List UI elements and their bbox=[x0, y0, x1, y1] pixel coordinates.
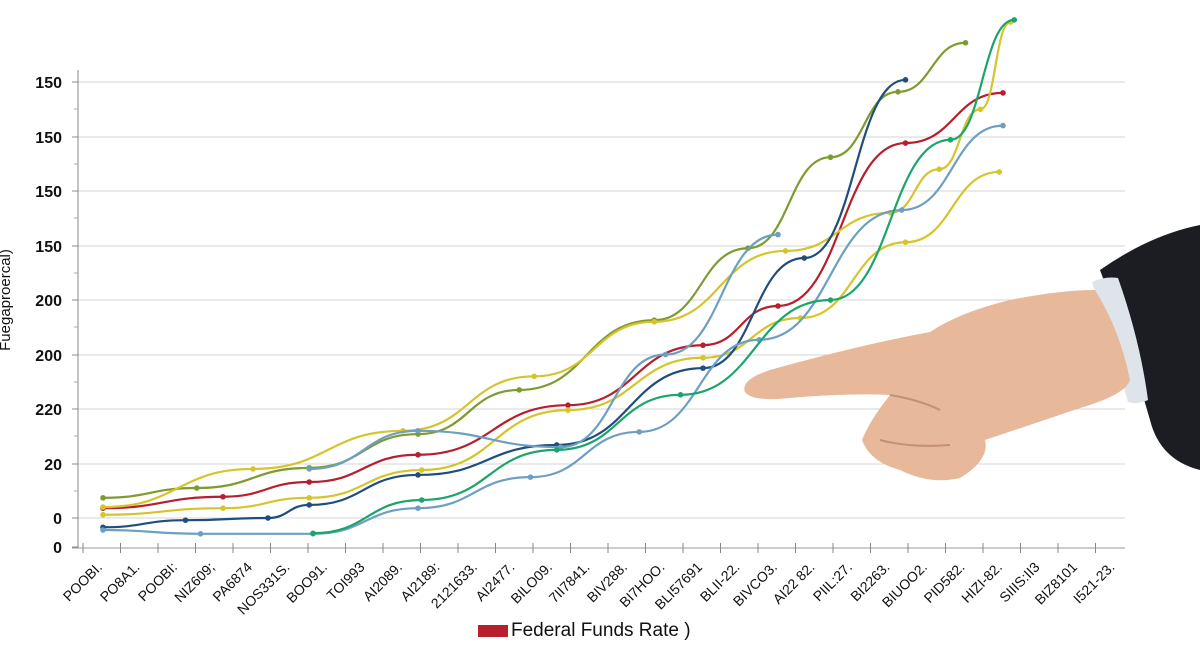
series-5-point bbox=[197, 531, 204, 537]
series-2-point bbox=[902, 239, 909, 246]
series-3-point bbox=[250, 466, 256, 472]
series-5-point bbox=[527, 474, 534, 480]
series-0-point bbox=[827, 154, 834, 161]
x-tick-label: BIZ8101 bbox=[1031, 559, 1080, 608]
series-1-point bbox=[1000, 90, 1006, 96]
x-tick-label: AI2089. bbox=[360, 559, 405, 604]
series-7-point bbox=[947, 136, 954, 143]
series-7-point bbox=[1011, 17, 1018, 23]
x-tick-label: BILO09. bbox=[507, 559, 555, 607]
finger-crease bbox=[879, 394, 951, 447]
series-1-point bbox=[902, 140, 909, 146]
series-3-point bbox=[936, 166, 943, 172]
y-tick-label: 150 bbox=[35, 75, 62, 92]
series-1-point bbox=[415, 451, 421, 458]
series-2-point bbox=[565, 407, 571, 413]
x-tick-label: HIZI-82. bbox=[958, 559, 1005, 606]
y-tick-label: 150 bbox=[35, 239, 62, 256]
series-4-point bbox=[415, 472, 421, 478]
series-1-point bbox=[565, 402, 571, 408]
series-6-point bbox=[306, 466, 313, 472]
series-2-point bbox=[306, 495, 313, 501]
x-tick-label: BOO91. bbox=[283, 559, 330, 606]
series-line-4 bbox=[102, 78, 906, 529]
series-3-point bbox=[782, 248, 789, 254]
x-tick-label: NIZ609; bbox=[171, 559, 218, 606]
series-3-point bbox=[651, 319, 658, 325]
series-2-point bbox=[100, 511, 106, 518]
series-7-point bbox=[418, 497, 425, 503]
grid bbox=[72, 81, 1125, 519]
y-tick-label: 150 bbox=[35, 184, 62, 201]
series-line-5 bbox=[102, 124, 1004, 535]
x-tick-label: PID582. bbox=[921, 559, 968, 606]
series-5-point bbox=[415, 505, 421, 511]
series-5-point bbox=[100, 527, 106, 533]
x-axis: POOBI.PO8A1.POOBI:NIZ609;PA6874NOS331S.B… bbox=[60, 543, 1125, 617]
series-line-0 bbox=[102, 41, 966, 499]
y-tick-label: 0 bbox=[53, 511, 62, 528]
series-line-6 bbox=[309, 233, 779, 471]
series-1-point bbox=[700, 342, 706, 349]
hand bbox=[744, 290, 1130, 481]
series-7-point bbox=[677, 392, 684, 398]
x-tick-label: TOI993 bbox=[323, 559, 367, 603]
series-4-point bbox=[700, 365, 706, 371]
series-4-point bbox=[182, 517, 189, 523]
series-group bbox=[100, 17, 1018, 537]
series-7-point bbox=[310, 530, 316, 537]
series-line-3 bbox=[102, 20, 1011, 509]
series-6-point bbox=[775, 231, 781, 238]
y-axis-label: Fuegaproercal) bbox=[0, 249, 14, 351]
series-3-point bbox=[531, 373, 538, 380]
series-1-point bbox=[775, 303, 781, 309]
series-5-point bbox=[636, 429, 643, 435]
series-7-point bbox=[827, 297, 834, 303]
series-line-1 bbox=[102, 91, 1004, 510]
series-2-point bbox=[996, 169, 1003, 175]
suit-sleeve bbox=[1100, 225, 1200, 470]
x-tick-label: PO8A1. bbox=[97, 559, 143, 605]
series-0-point bbox=[100, 495, 106, 501]
series-2-point bbox=[418, 467, 425, 473]
x-tick-label: I521-23. bbox=[1070, 559, 1118, 607]
series-0-point bbox=[193, 485, 200, 491]
series-0-point bbox=[895, 89, 901, 95]
y-tick-label: 200 bbox=[35, 348, 62, 365]
pointing-hand-image bbox=[744, 225, 1200, 481]
shirt-cuff bbox=[1092, 277, 1148, 404]
series-2-point bbox=[220, 505, 226, 511]
series-5-point bbox=[1000, 122, 1006, 129]
series-2-point bbox=[700, 354, 706, 361]
y-tick-label: 0 bbox=[53, 540, 62, 557]
y-tick-label: 150 bbox=[35, 130, 62, 147]
y-axis: 0 0 20 220 200 200 150 150 150 150 bbox=[35, 70, 79, 557]
series-4-point bbox=[265, 515, 271, 521]
y-tick-label: 20 bbox=[44, 457, 62, 474]
legend-swatch-federal-funds-rate bbox=[478, 625, 508, 637]
series-line-2 bbox=[102, 170, 1000, 516]
y-tick-label: 220 bbox=[35, 402, 62, 419]
series-4-point bbox=[801, 255, 808, 261]
series-3-point bbox=[100, 504, 106, 510]
series-4-point bbox=[902, 77, 909, 83]
series-1-point bbox=[220, 493, 226, 500]
y-tick-label: 200 bbox=[35, 293, 62, 310]
series-4-point bbox=[306, 502, 313, 508]
series-7-point bbox=[553, 447, 560, 453]
series-5-point bbox=[898, 207, 905, 213]
x-tick-label: PIIL:27. bbox=[810, 559, 855, 604]
series-3-point bbox=[977, 106, 984, 113]
x-tick-label: 7II7841. bbox=[546, 559, 593, 606]
legend: Federal Funds Rate ) bbox=[478, 620, 691, 642]
series-6-point bbox=[662, 351, 669, 358]
series-6-point bbox=[415, 428, 421, 434]
series-1-point bbox=[306, 479, 313, 485]
x-tick-label: POOBI. bbox=[60, 559, 105, 604]
legend-label: Federal Funds Rate ) bbox=[511, 620, 691, 641]
x-tick-label: AI22 82. bbox=[769, 559, 817, 607]
series-0-point bbox=[962, 39, 969, 46]
series-0-point bbox=[516, 387, 523, 393]
